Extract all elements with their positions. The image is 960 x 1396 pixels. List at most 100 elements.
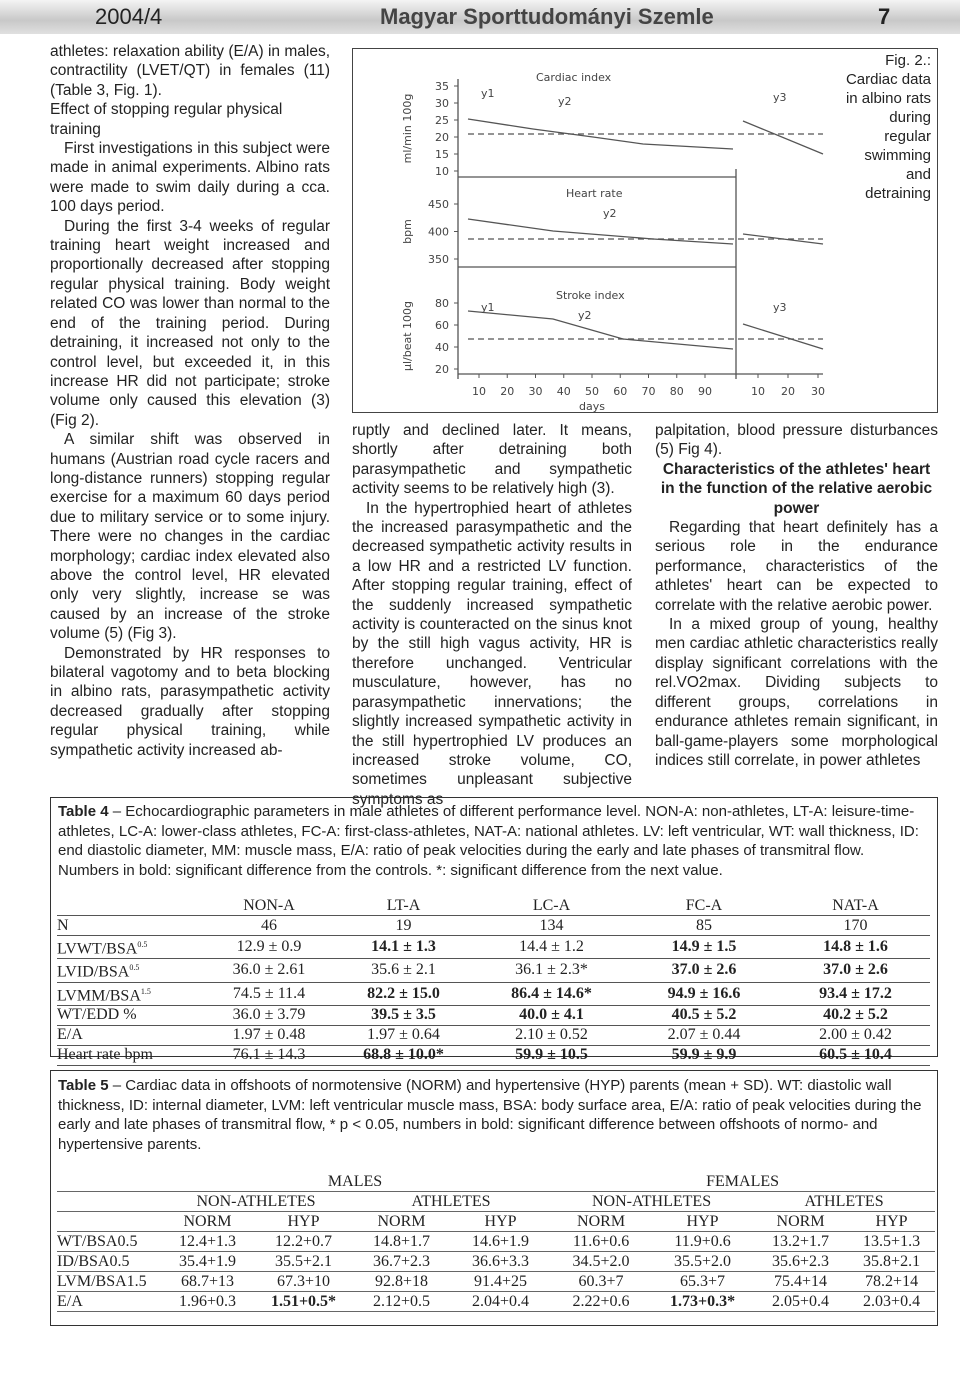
cell: 12.9 ± 0.9 xyxy=(207,935,331,960)
cell: 35.6 ± 2.1 xyxy=(331,958,476,983)
table-caption: Table 5 – Cardiac data in offshoots of n… xyxy=(58,1076,928,1154)
heading: Effect of stopping regular physical trai… xyxy=(50,101,283,138)
x-tick-label: 40 xyxy=(557,385,571,398)
cell: 13.5+1.3 xyxy=(848,1231,936,1252)
subgroup-row: NON-ATHLETES ATHLETES NON-ATHLETES ATHLETES xyxy=(57,1191,936,1212)
row-label: E/A xyxy=(57,1291,160,1312)
group-row: MALES FEMALES xyxy=(57,1172,936,1192)
row-label: Heart rate bpm xyxy=(57,1045,207,1066)
group-header: FEMALES xyxy=(550,1172,936,1192)
cell: 36.0 ± 2.61 xyxy=(207,958,331,983)
paragraph: Regarding that heart definitely has a se… xyxy=(655,519,938,614)
cell: 92.8+18 xyxy=(352,1271,451,1292)
label-sup: 1.5 xyxy=(140,986,151,996)
paragraph: First investigations in this subject wer… xyxy=(50,140,330,216)
cell: 2.22+0.6 xyxy=(550,1291,653,1312)
row-label: WT/EDD % xyxy=(57,1005,207,1026)
table: MALES FEMALES NON-ATHLETES ATHLETES NON-ATHL… xyxy=(57,1172,936,1312)
issue: 2004/4 xyxy=(95,4,163,29)
y-tick-label: 80 xyxy=(435,297,449,310)
cell: 36.7+2.3 xyxy=(352,1251,451,1272)
cell: 170 xyxy=(781,915,930,936)
label-sup: 0.5 xyxy=(137,940,148,949)
cell: 36.0 ± 3.79 xyxy=(207,1005,331,1026)
cell: 14.8+1.7 xyxy=(352,1231,451,1252)
cell xyxy=(57,896,207,916)
column-header: HYP xyxy=(255,1211,352,1232)
cell: 1.97 ± 0.64 xyxy=(331,1025,476,1046)
page-number: 7 xyxy=(878,4,891,29)
paragraph: athletes: relaxation ability (E/A) in ma… xyxy=(50,43,330,99)
cell: 35.4+1.9 xyxy=(160,1251,255,1272)
row: WT/BSA0.5 12.4+1.3 12.2+0.7 14.8+1.7 14.6+1.… xyxy=(57,1231,936,1252)
figure: Fig. 2.: Cardiac data in albino rats during… xyxy=(352,48,938,413)
subgroup-header: ATHLETES xyxy=(753,1191,936,1212)
row: ID/BSA0.5 35.4+1.9 35.5+2.1 36.7+2.3 36.6+3.… xyxy=(57,1251,936,1272)
cell: 76.1 ± 14.3 xyxy=(207,1045,331,1066)
label-text: LVMM/BSA xyxy=(57,986,141,1004)
cell: 11.6+0.6 xyxy=(550,1231,653,1252)
cell: 60.3+7 xyxy=(550,1271,653,1292)
row-label: LVID/BSA0.5 xyxy=(57,958,207,983)
y-tick-label: 450 xyxy=(428,198,449,211)
label-text: N xyxy=(57,916,69,934)
cell: 2.00 ± 0.42 xyxy=(781,1025,930,1046)
panel-title: Cardiac index xyxy=(536,71,612,84)
column-header: NON-A xyxy=(207,896,331,916)
curve-label: y3 xyxy=(773,91,787,104)
cell: 37.0 ± 2.6 xyxy=(627,958,781,983)
header-row: NORM HYP NORM HYP NORM HYP NORM HYP xyxy=(57,1211,936,1232)
column-header: LT-A xyxy=(331,896,476,916)
caption-text: – Cardiac data in offshoots of normotens… xyxy=(58,1077,922,1153)
x-tick-label: 10 xyxy=(751,385,765,398)
y-tick-label: 25 xyxy=(435,114,449,127)
cell: 2.05+0.4 xyxy=(753,1291,849,1312)
cell: 36.1 ± 2.3* xyxy=(476,958,627,983)
cell: 40.0 ± 4.1 xyxy=(476,1005,627,1026)
x-tick-label: 20 xyxy=(500,385,514,398)
cell: 37.0 ± 2.6 xyxy=(781,958,930,983)
cell: 40.5 ± 5.2 xyxy=(627,1005,781,1026)
paragraph: ruptly and declined later. It means, sho… xyxy=(352,422,632,498)
cell: 134 xyxy=(476,915,627,936)
row-label: LVM/BSA1.5 xyxy=(57,1271,160,1292)
cell: 60.5 ± 10.4 xyxy=(781,1045,930,1066)
cell: 19 xyxy=(331,915,476,936)
table: NON-A LT-A LC-A FC-A NAT-A N 46 19 134 85 170 LVWT/… xyxy=(57,896,930,1066)
curve-label: y2 xyxy=(578,309,592,322)
curve-label: y1 xyxy=(481,301,495,314)
cell: 68.7+13 xyxy=(160,1271,255,1292)
curve-label: y2 xyxy=(603,207,617,220)
cell: 14.4 ± 1.2 xyxy=(476,935,627,960)
figure-decor xyxy=(457,79,824,379)
x-tick-label: 30 xyxy=(811,385,825,398)
cell: 46 xyxy=(207,915,331,936)
column-header: HYP xyxy=(451,1211,551,1232)
y-tick-label: 20 xyxy=(435,363,449,376)
x-tick-label: 90 xyxy=(698,385,712,398)
cell: 13.2+1.7 xyxy=(753,1231,849,1252)
cell: 2.12+0.5 xyxy=(352,1291,451,1312)
row: LVWT/BSA0.5 12.9 ± 0.9 14.1 ± 1.3 14.4 ± 1.… xyxy=(57,935,930,960)
cell: 2.10 ± 0.52 xyxy=(476,1025,627,1046)
figure-caption: in albino rats xyxy=(846,90,931,107)
figure-caption: during xyxy=(889,109,931,126)
curve-label: y1 xyxy=(481,87,495,100)
cell: 68.8 ± 10.0* xyxy=(331,1045,476,1066)
heading: Characteristics of the athletes' heart i… xyxy=(660,460,933,517)
paragraph: In the hypertrophied heart of athletes t… xyxy=(352,499,632,808)
y-tick-label: 20 xyxy=(435,131,449,144)
column: athletes: relaxation ability (E/A) in ma… xyxy=(50,42,330,760)
x-tick-label: 10 xyxy=(472,385,486,398)
paragraph: A similar shift was observed in humans (… xyxy=(50,431,330,643)
journal: Magyar Sporttudományi Szemle xyxy=(380,4,714,29)
figure-caption: and xyxy=(906,166,931,183)
cell: 35.5+2.1 xyxy=(255,1251,352,1272)
group-header: MALES xyxy=(160,1172,551,1192)
column-header: HYP xyxy=(848,1211,936,1232)
cell: 85 xyxy=(627,915,781,936)
cell: 67.3+10 xyxy=(255,1271,352,1292)
column: ruptly and declined later. It means, sho… xyxy=(352,421,632,809)
caption-text: – Echocardiographic parameters in male a… xyxy=(58,803,919,879)
column-header: NAT-A xyxy=(781,896,930,916)
